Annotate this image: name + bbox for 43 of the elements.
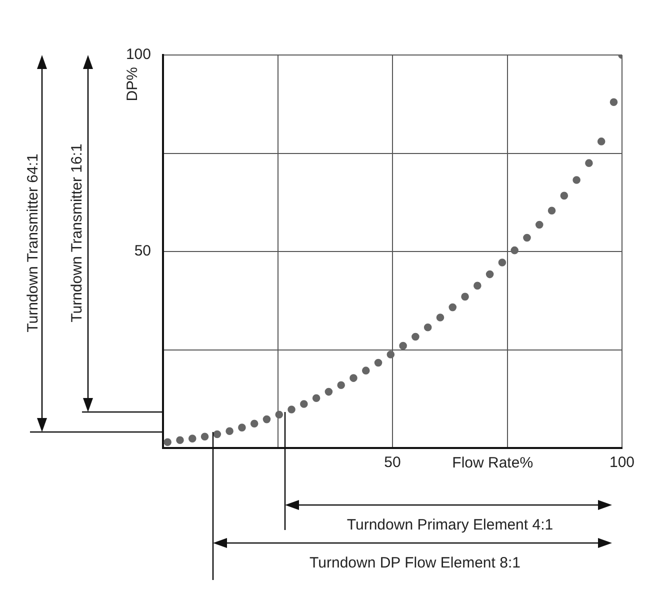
- point: [164, 438, 172, 446]
- point: [585, 159, 593, 167]
- point: [188, 434, 196, 442]
- point: [461, 292, 469, 301]
- text: Turndown Primary Element 4:1: [346, 516, 554, 534]
- point: [572, 176, 580, 184]
- point: [597, 138, 606, 146]
- point: [510, 246, 518, 254]
- point: [362, 366, 370, 374]
- point: [486, 270, 494, 278]
- point: [250, 420, 258, 428]
- point: [350, 374, 358, 382]
- text: Turndown Transmitter 16:1: [68, 144, 86, 322]
- point: [448, 303, 457, 312]
- point: [412, 332, 420, 341]
- x-axis-title: Flow Rate%: [452, 454, 534, 472]
- point: [386, 350, 395, 358]
- point: [560, 192, 568, 200]
- point: [610, 98, 618, 106]
- point: [324, 388, 333, 396]
- text: Turndown DP Flow Element 8:1: [310, 554, 520, 572]
- point: [200, 432, 209, 441]
- point: [498, 258, 506, 266]
- y-axis-title: DP%: [124, 67, 142, 102]
- point: [275, 410, 284, 418]
- text: Turndown Transmitter 64:1: [24, 154, 42, 332]
- point: [176, 436, 184, 444]
- point: [523, 234, 531, 242]
- point: [535, 220, 544, 229]
- point: [226, 427, 234, 435]
- point: [312, 394, 320, 402]
- point: [474, 282, 482, 290]
- point: [424, 323, 432, 332]
- point: [288, 406, 296, 414]
- point: [262, 415, 271, 424]
- point: [548, 206, 556, 215]
- point: [374, 358, 382, 367]
- point: [399, 342, 407, 350]
- point: [300, 400, 308, 408]
- point: [337, 381, 345, 390]
- point: [238, 424, 246, 432]
- point: [213, 430, 222, 438]
- point: [436, 314, 444, 322]
